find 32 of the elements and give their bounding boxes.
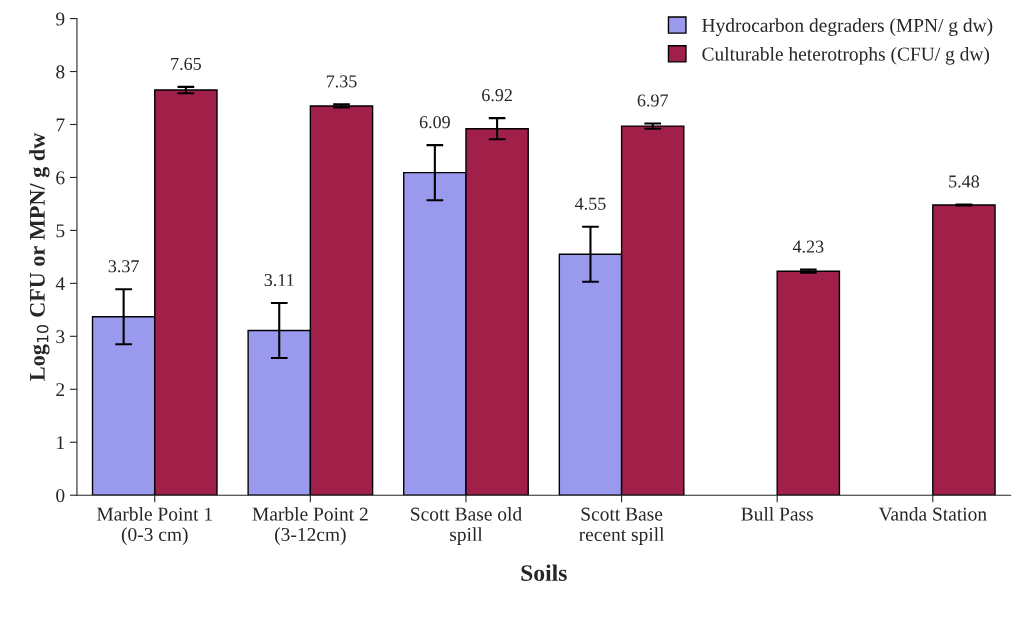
y-tick-label: 5 (56, 224, 65, 238)
y-tick-label: 4 (55, 277, 65, 291)
y-tick-label: 0 (56, 489, 65, 503)
y-tick-label: 1 (57, 436, 64, 449)
y-tick-label: 6 (56, 171, 65, 185)
x-tick-label: Scott Base old spill (411, 507, 522, 545)
bar (932, 204, 996, 496)
y-tick-label: 3 (56, 330, 65, 344)
bar (776, 270, 841, 496)
data-label: 3.11 (264, 273, 294, 287)
y-tick-label: 9 (56, 12, 65, 26)
x-tick-label: Vanda Station (878, 507, 987, 521)
data-label: 6.97 (637, 94, 668, 107)
x-tick-label: Marble Point 2 (3-12cm) (252, 507, 368, 545)
x-axis-title: Soils (521, 564, 567, 582)
x-tick-label: Scott Base recent spill (579, 507, 665, 545)
y-axis-title: Log$_{10}$ CFU or MPN/ g dw (29, 132, 50, 381)
data-label: 7.65 (171, 57, 201, 71)
legend-label: Culturable heterotrophs (CFU/ g dw) (702, 46, 990, 65)
data-label: 4.55 (575, 197, 606, 210)
data-label: 5.48 (949, 175, 980, 188)
data-label: 6.09 (419, 116, 450, 129)
data-label: 4.23 (792, 240, 824, 253)
data-label: 7.35 (326, 75, 357, 88)
y-tick-label: 8 (56, 65, 65, 79)
x-tick-label: Marble Point 1 (0-3 cm) (96, 507, 212, 545)
data-label: 3.37 (108, 260, 139, 273)
y-tick-label: 7 (56, 118, 65, 132)
legend-label: Hydrocarbon degraders (MPN/ g dw) (702, 18, 993, 36)
data-label: 6.92 (482, 89, 512, 102)
y-tick-label: 2 (56, 383, 65, 397)
x-tick-label: Bull Pass (741, 507, 813, 521)
